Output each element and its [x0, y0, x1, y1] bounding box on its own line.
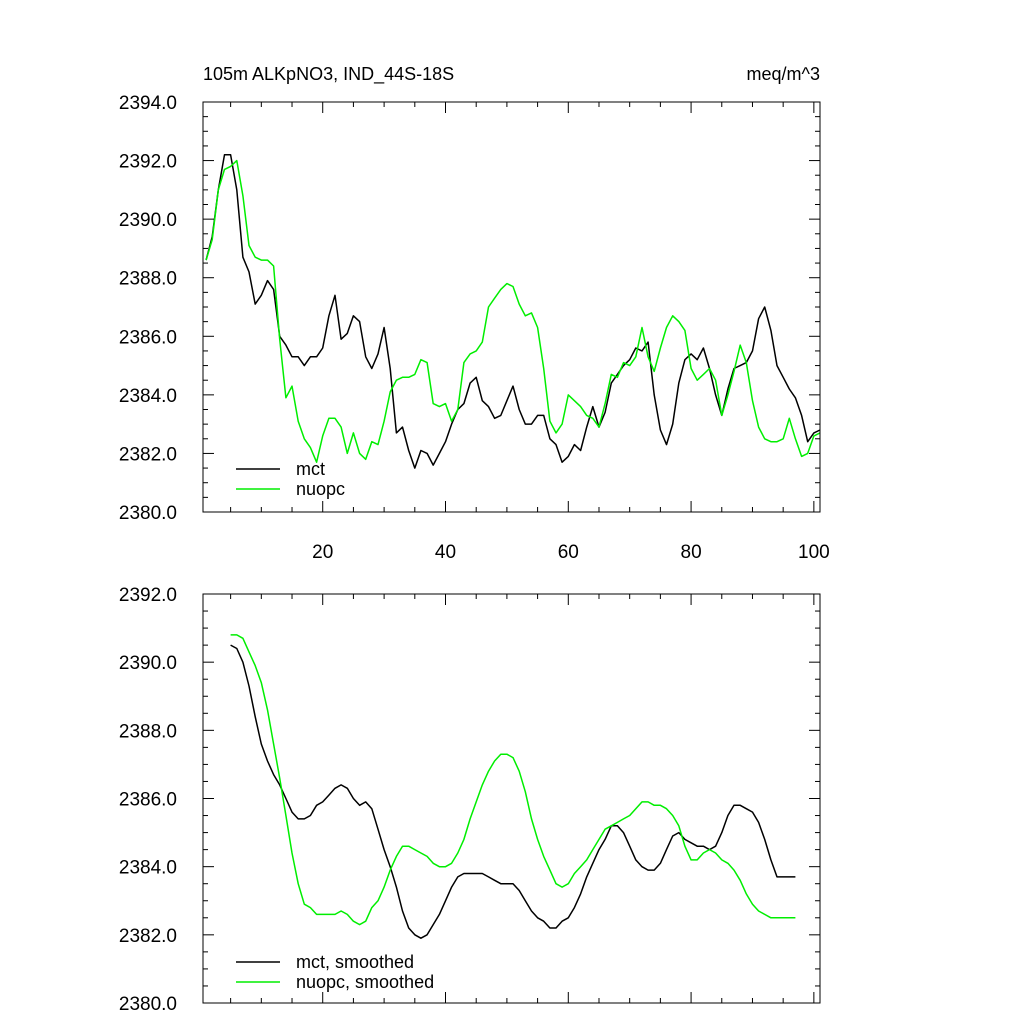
y-tick-label: 2380.0: [119, 994, 177, 1015]
y-tick-label: 2388.0: [119, 721, 177, 742]
y-tick-label: 2384.0: [119, 858, 177, 879]
units-label: meq/m^3: [747, 64, 820, 84]
y-tick-label: 2386.0: [119, 327, 177, 348]
y-tick-label: 2382.0: [119, 444, 177, 465]
legend-label-mct-smoothed: mct, smoothed: [296, 952, 414, 972]
legend-label-nuopc-smoothed: nuopc, smoothed: [296, 972, 434, 992]
series-line-nuopc: [205, 159, 821, 463]
y-tick-label: 2384.0: [119, 386, 177, 407]
legend-label-mct: mct: [296, 459, 325, 479]
x-tick-label: 100: [798, 542, 830, 563]
bottom-panel: 2380.0 2382.0 2384.0 2386.0 2388.0 2390.0 2392…: [119, 585, 821, 1015]
y-tick-label: 2390.0: [119, 653, 177, 674]
plot-frame: [202, 593, 821, 1004]
legend-label-nuopc: nuopc: [296, 479, 345, 499]
y-tick-label: 2390.0: [119, 210, 177, 231]
y-tick-label: 2394.0: [119, 93, 177, 114]
x-tick-label: 20: [312, 542, 333, 563]
y-tick-label: 2380.0: [119, 503, 177, 524]
y-tick-label: 2388.0: [119, 269, 177, 290]
y-tick-label: 2392.0: [119, 152, 177, 173]
plot-frame: [202, 101, 821, 513]
series-line-nuopc-smoothed: [230, 634, 796, 926]
series-line-mct-smoothed: [230, 644, 796, 939]
x-tick-label: 40: [435, 542, 456, 563]
y-tick-label: 2382.0: [119, 926, 177, 947]
top-panel: 105m ALKpNO3, IND_44S-18S meq/m^3 2380.0…: [119, 64, 830, 563]
series-line-mct: [205, 153, 821, 469]
x-tick-label: 60: [558, 542, 579, 563]
y-tick-label: 2392.0: [119, 585, 177, 606]
panel-title: 105m ALKpNO3, IND_44S-18S: [203, 64, 454, 85]
y-tick-label: 2386.0: [119, 790, 177, 811]
x-tick-label: 80: [681, 542, 702, 563]
